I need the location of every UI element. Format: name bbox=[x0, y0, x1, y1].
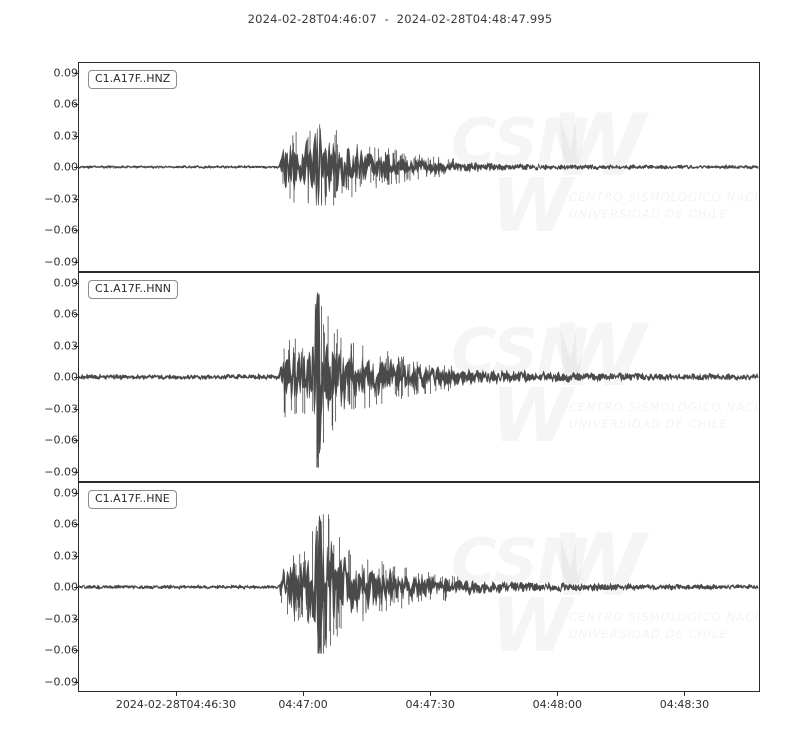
y-tick-label: 0.09 bbox=[53, 276, 79, 289]
y-tick-label: −0.09 bbox=[44, 675, 78, 688]
y-tick-mark bbox=[74, 650, 78, 651]
y-tick-label: −0.09 bbox=[44, 465, 78, 478]
waveform-path bbox=[79, 292, 759, 459]
y-tick-label: −0.06 bbox=[44, 643, 78, 657]
y-axis-tick-marks bbox=[74, 62, 78, 692]
y-tick-mark bbox=[74, 135, 78, 137]
x-tick-mark bbox=[175, 692, 177, 696]
y-axis-labels: 0.09 0.06 0.03 0.00 −0.03 −0.06 −0.09 0.09 0.06 0… bbox=[0, 62, 78, 692]
y-tick-label: 0.09 bbox=[53, 66, 79, 79]
x-tick-label: 04:47:30 bbox=[405, 698, 455, 711]
y-tick-label: −0.03 bbox=[44, 402, 78, 415]
x-axis-tick-marks bbox=[78, 692, 760, 696]
legend-hnn: C1.A17F..HNN bbox=[88, 280, 178, 300]
x-tick-mark bbox=[303, 692, 305, 696]
y-tick-mark bbox=[74, 345, 78, 347]
x-tick-label: 04:47:00 bbox=[278, 698, 328, 711]
x-tick-mark bbox=[557, 692, 559, 696]
y-tick-mark bbox=[74, 167, 78, 168]
y-tick-label: −0.06 bbox=[44, 433, 78, 447]
x-tick-label: 2024-02-28T04:46:30 bbox=[115, 698, 236, 711]
y-tick-mark bbox=[74, 440, 78, 441]
y-tick-label: 0.00 bbox=[53, 160, 79, 174]
legend-hne: C1.A17F..HNE bbox=[88, 490, 177, 510]
y-tick-label: 0.06 bbox=[53, 97, 79, 111]
y-tick-mark bbox=[74, 492, 78, 494]
y-tick-label: 0.03 bbox=[53, 339, 79, 352]
y-tick-mark bbox=[74, 282, 78, 284]
y-tick-label: 0.03 bbox=[53, 549, 79, 562]
y-tick-mark bbox=[74, 72, 78, 74]
y-tick-mark bbox=[74, 524, 78, 525]
x-tick-label: 04:48:30 bbox=[659, 698, 710, 711]
y-tick-label: −0.09 bbox=[44, 255, 78, 268]
y-tick-mark bbox=[74, 555, 78, 557]
y-tick-label: 0.06 bbox=[53, 307, 79, 321]
y-tick-label: −0.06 bbox=[44, 223, 78, 237]
y-tick-label: 0.06 bbox=[53, 517, 79, 531]
x-axis-labels: 2024-02-28T04:46:30 04:47:00 04:47:30 04:48… bbox=[78, 698, 760, 722]
waveform-path bbox=[79, 128, 759, 206]
figure-title: 2024-02-28T04:46:07 - 2024-02-28T04:48:4… bbox=[247, 12, 553, 26]
y-tick-mark bbox=[74, 230, 78, 231]
y-tick-mark bbox=[74, 198, 78, 200]
y-tick-mark bbox=[74, 587, 78, 588]
y-tick-label: 0.09 bbox=[53, 486, 79, 499]
y-tick-label: 0.03 bbox=[53, 129, 79, 142]
y-tick-mark bbox=[74, 408, 78, 410]
y-tick-mark bbox=[74, 104, 78, 105]
x-tick-label: 04:48:00 bbox=[532, 698, 582, 711]
y-tick-mark bbox=[74, 618, 78, 620]
legend-hnz: C1.A17F..HNZ bbox=[88, 70, 178, 90]
waveform-trace-hne bbox=[79, 514, 759, 654]
y-tick-label: −0.03 bbox=[44, 612, 78, 625]
x-tick-mark bbox=[684, 692, 686, 696]
waveform-trace-hnz bbox=[79, 124, 759, 206]
y-tick-mark bbox=[74, 681, 78, 683]
y-tick-label: 0.00 bbox=[53, 370, 79, 384]
y-tick-mark bbox=[74, 471, 78, 473]
y-tick-mark bbox=[74, 261, 78, 263]
y-tick-mark bbox=[74, 377, 78, 378]
y-tick-mark bbox=[74, 314, 78, 315]
y-tick-label: 0.00 bbox=[53, 580, 79, 594]
waveform-trace-hnn bbox=[79, 292, 759, 468]
x-tick-mark bbox=[430, 692, 432, 696]
y-tick-label: −0.03 bbox=[44, 192, 78, 205]
